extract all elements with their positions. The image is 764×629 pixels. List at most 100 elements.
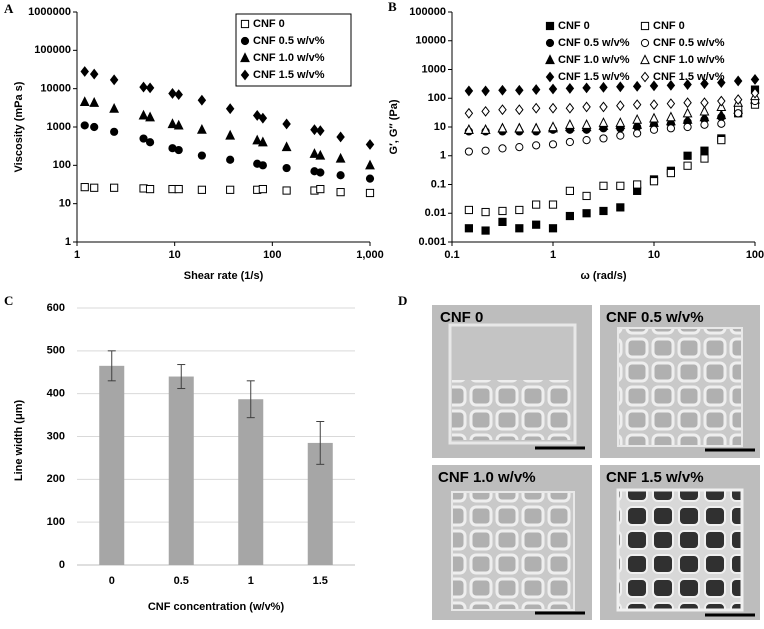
- marker: [174, 145, 183, 155]
- marker: [599, 134, 608, 143]
- marker: [197, 151, 206, 160]
- marker: [80, 121, 89, 130]
- y-axis-label: Viscosity (mPa s): [13, 81, 25, 172]
- x-axis-label: ω (rad/s): [581, 270, 627, 282]
- marker: [336, 188, 345, 197]
- marker: [258, 184, 267, 194]
- panel-letter: D: [398, 293, 407, 308]
- x-axis-label: Shear rate (1/s): [184, 270, 264, 282]
- x-axis-label: CNF concentration (w/v%): [148, 601, 285, 613]
- marker: [145, 82, 155, 94]
- legend-box: [235, 13, 352, 87]
- legend-marker: [240, 69, 250, 81]
- marker: [582, 136, 591, 145]
- x-tick-label: 0.1: [444, 249, 459, 261]
- marker: [498, 206, 507, 216]
- marker: [581, 119, 592, 129]
- marker: [281, 141, 292, 152]
- marker: [649, 177, 659, 186]
- marker: [565, 211, 574, 221]
- marker: [582, 82, 591, 94]
- marker: [582, 191, 591, 201]
- marker: [734, 109, 743, 118]
- marker: [225, 129, 236, 140]
- marker: [699, 105, 710, 116]
- legend-marker: [545, 54, 555, 65]
- marker: [197, 94, 207, 106]
- marker: [282, 118, 291, 130]
- x-tick-label: 0.5: [174, 575, 189, 587]
- marker: [531, 84, 541, 96]
- marker: [649, 80, 659, 92]
- marker: [666, 79, 676, 91]
- marker: [683, 79, 692, 90]
- marker: [225, 103, 235, 115]
- marker: [336, 131, 345, 143]
- legend-marker: [545, 38, 555, 48]
- photo-label: CNF 1.0 w/v%: [438, 469, 536, 486]
- y-tick-label: 1000: [422, 63, 446, 75]
- marker: [666, 168, 675, 178]
- marker: [666, 98, 676, 110]
- marker: [750, 87, 760, 99]
- marker: [282, 186, 291, 195]
- marker: [700, 78, 709, 90]
- y-tick-label: 200: [47, 473, 65, 485]
- marker: [226, 155, 235, 164]
- marker: [700, 120, 709, 129]
- marker: [174, 184, 183, 194]
- marker: [682, 107, 693, 118]
- photo: CNF 0.5 w/v%: [600, 305, 760, 458]
- marker: [252, 134, 263, 145]
- marker: [316, 184, 325, 194]
- legend-marker: [640, 54, 650, 65]
- marker: [316, 168, 325, 177]
- x-tick-label: 1: [74, 249, 80, 261]
- panel-letter: B: [388, 0, 397, 14]
- marker: [167, 118, 178, 129]
- marker: [599, 101, 608, 113]
- marker: [649, 112, 659, 123]
- legend-marker: [640, 21, 650, 31]
- marker: [615, 117, 626, 127]
- marker: [532, 141, 541, 150]
- marker: [365, 139, 375, 150]
- marker: [582, 209, 591, 218]
- legend-label: CNF 0.5 w/v%: [253, 35, 325, 47]
- marker: [365, 159, 375, 170]
- marker: [717, 95, 726, 107]
- marker: [145, 138, 155, 147]
- marker: [700, 146, 709, 155]
- marker: [716, 109, 727, 120]
- marker: [666, 124, 675, 133]
- marker: [717, 77, 726, 89]
- marker: [139, 81, 148, 93]
- y-tick-label: 10000: [40, 83, 71, 95]
- marker: [464, 205, 473, 215]
- error-bar: [246, 380, 255, 419]
- x-tick-label: 1: [550, 249, 556, 261]
- y-tick-label: 400: [47, 388, 65, 400]
- marker: [548, 140, 558, 149]
- error-bar: [316, 421, 325, 465]
- marker: [565, 137, 574, 147]
- marker: [515, 205, 524, 215]
- marker: [79, 96, 90, 107]
- marker: [683, 151, 692, 160]
- marker: [616, 131, 625, 140]
- y-tick-label: 10000: [415, 35, 446, 47]
- marker: [336, 171, 345, 180]
- x-tick-label: 100: [263, 249, 281, 261]
- marker: [616, 203, 625, 212]
- marker: [515, 84, 524, 96]
- legend-marker: [640, 71, 650, 83]
- marker: [599, 81, 608, 93]
- marker: [481, 146, 490, 155]
- marker: [649, 99, 659, 111]
- bar: [238, 399, 264, 565]
- marker: [750, 74, 760, 85]
- marker: [616, 81, 625, 93]
- legend-label: CNF 0.5 w/v%: [558, 37, 630, 49]
- y-tick-label: 1000000: [28, 6, 71, 18]
